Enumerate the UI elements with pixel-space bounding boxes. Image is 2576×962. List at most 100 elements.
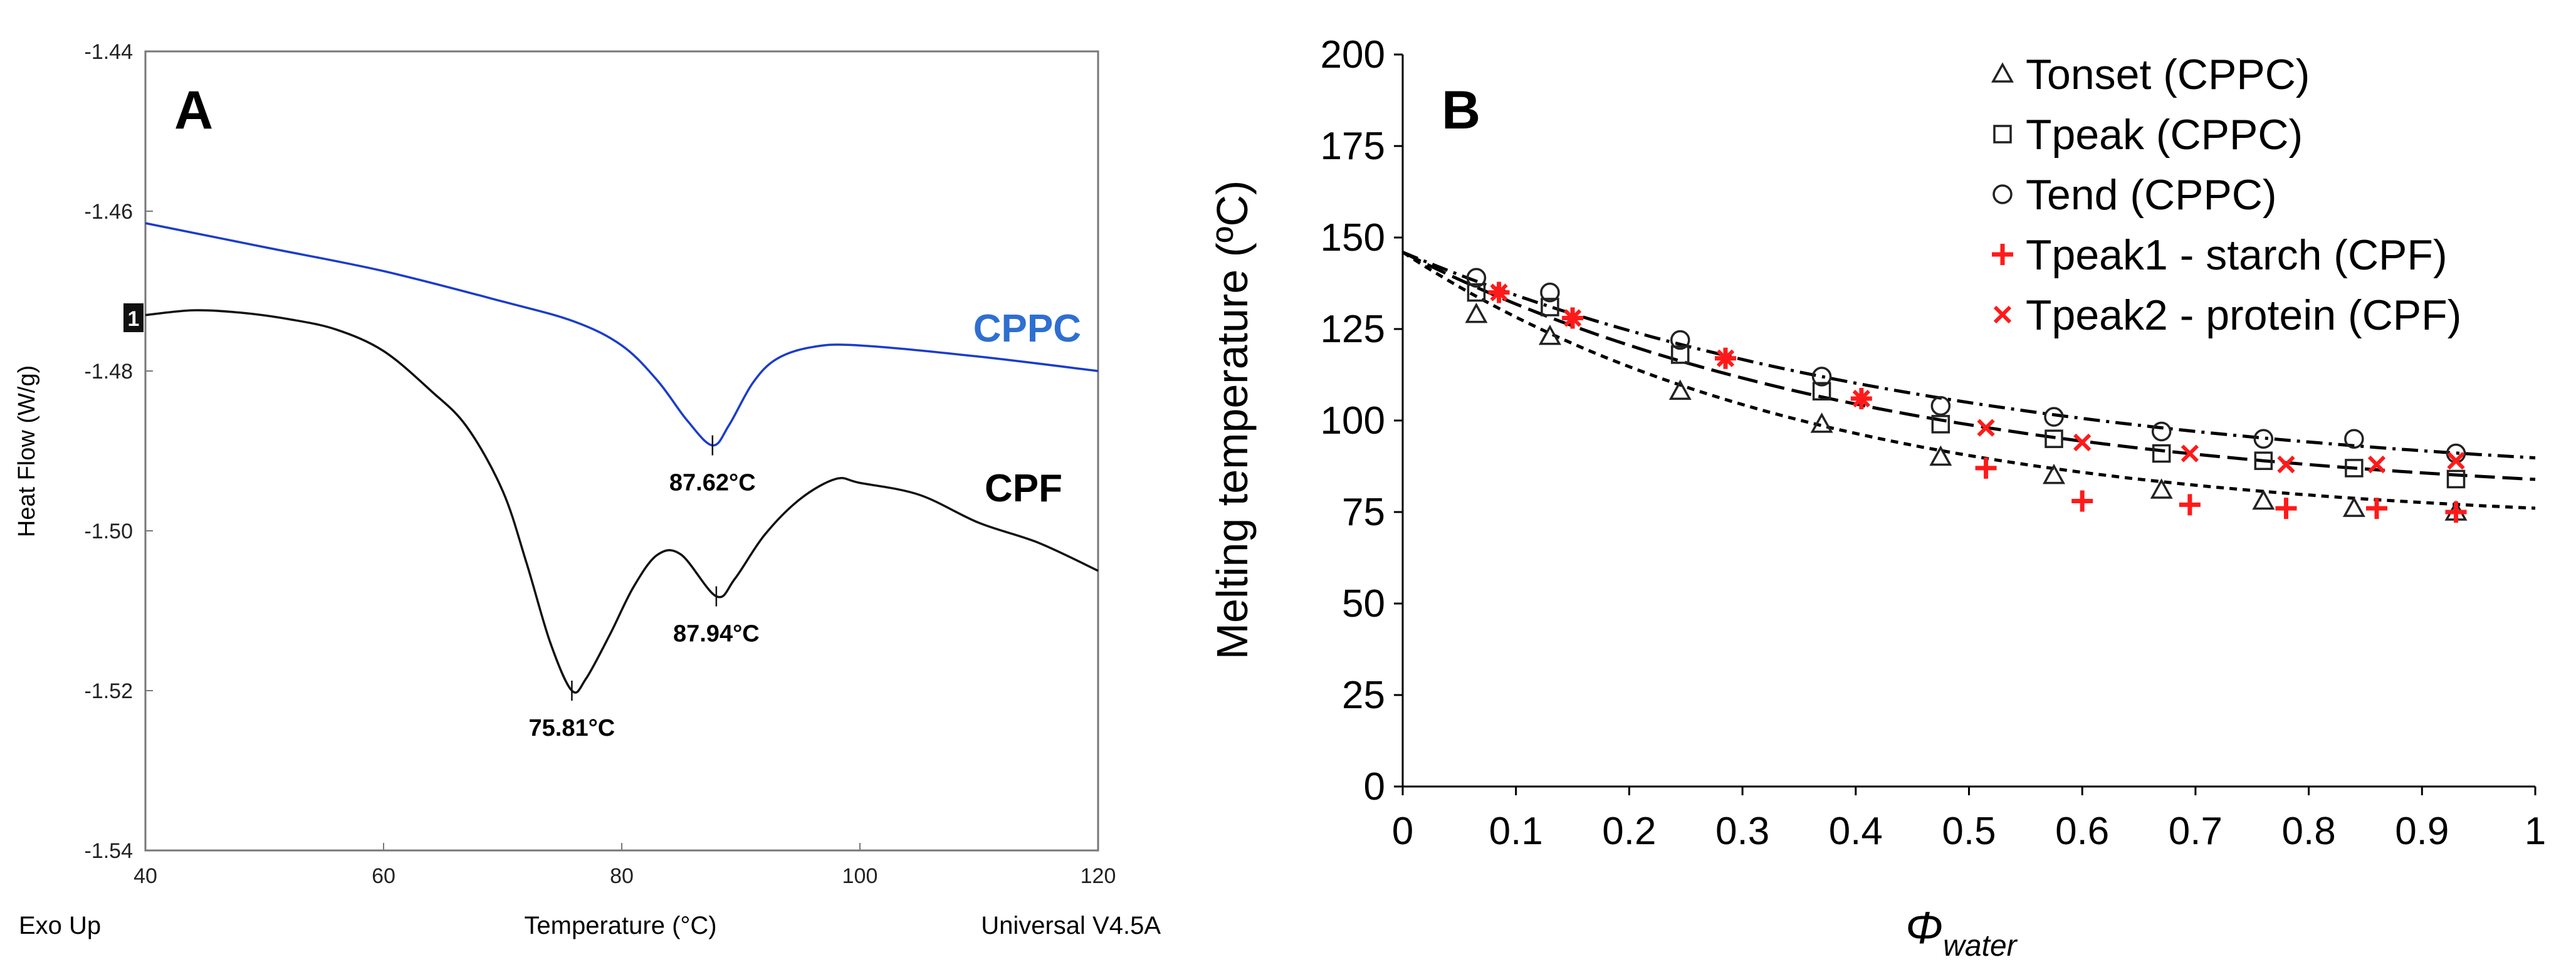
- data-point-square: [2446, 469, 2466, 489]
- legend-marker-x: [1993, 305, 2012, 324]
- fit-curve-dashdot: [1402, 251, 2536, 460]
- data-point-triangle: [2342, 496, 2365, 517]
- legend-marker-circle: [1992, 184, 2013, 204]
- peak-label: 87.62°C: [669, 470, 756, 496]
- y-axis-label-a: Heat Flow (W/g): [14, 365, 40, 537]
- data-point-circle: [2044, 407, 2064, 427]
- x-tick-label-a: 100: [842, 864, 878, 888]
- x-tick-label-a: 120: [1081, 864, 1116, 888]
- data-point-triangle: [1465, 303, 1488, 323]
- legend-marker-plus: [1992, 244, 2013, 265]
- data-point-square: [1931, 415, 1950, 434]
- data-point-circle: [2344, 429, 2364, 449]
- data-point-x: [2367, 455, 2386, 474]
- data-point-x: [1563, 309, 1582, 327]
- x-tick-label-a: 60: [372, 864, 395, 888]
- data-point-x: [2181, 444, 2199, 463]
- data-point-square: [2045, 429, 2063, 448]
- data-point-circle: [1670, 330, 1690, 350]
- y-tick-label-a: -1.52: [85, 679, 134, 703]
- series-label-cpf: CPF: [985, 467, 1062, 510]
- y-tick-label-b: 175: [1321, 125, 1385, 168]
- data-point-square: [1670, 345, 1690, 364]
- data-point-circle: [1540, 282, 1560, 303]
- legend-label: Tpeak1 - starch (CPF): [2026, 231, 2448, 279]
- footer-exo-up: Exo Up: [19, 912, 101, 939]
- x-tick-label-a: 40: [134, 864, 157, 888]
- data-point-circle: [2253, 429, 2274, 449]
- data-point-circle: [1466, 268, 1487, 288]
- data-point-square: [2152, 444, 2171, 463]
- data-point-triangle: [2150, 478, 2173, 499]
- x-tick-label-b: 0.3: [1715, 810, 1769, 853]
- y-axis-label-b: Melting temperature (ºC): [1208, 180, 1257, 660]
- y-tick-label-b: 25: [1342, 674, 1385, 717]
- x-tick-label-b: 0.6: [2055, 810, 2109, 853]
- x-axis-label-b-symbol: Φ: [1905, 903, 1943, 953]
- data-point-circle: [1930, 395, 1951, 416]
- data-point-square: [2254, 451, 2273, 470]
- y-tick-label-b: 150: [1321, 216, 1385, 259]
- data-point-circle: [1811, 367, 1832, 387]
- panel-b: 0 25 50 75 100 125 150 175 200 0 0.1 0.2 0.3 0.4 0.5 0…: [1208, 33, 2546, 962]
- data-point-plus: [2366, 498, 2388, 520]
- plot-a-frame: [144, 50, 1099, 852]
- x-axis-label-a: Temperature (°C): [524, 912, 716, 939]
- x-tick-label-b: 0.9: [2395, 810, 2449, 853]
- y-tick-label-b: 100: [1321, 399, 1385, 442]
- x-axis-label-b: Φwater: [1905, 903, 2018, 962]
- x-tick-label-b: 0.5: [1942, 810, 1996, 853]
- legend-label: Tpeak2 - protein (CPF): [2026, 291, 2461, 339]
- data-point-triangle: [1810, 412, 1833, 433]
- legend-marker-square: [1993, 125, 2012, 144]
- data-point-x: [1716, 349, 1735, 367]
- panel-a-title: A: [174, 80, 213, 140]
- data-point-plus: [2071, 490, 2093, 512]
- data-point-x: [1852, 389, 1870, 408]
- y-tick-label-a: -1.44: [85, 40, 134, 64]
- peak-label: 87.94°C: [673, 621, 760, 647]
- x-tick-label-b: 0.1: [1489, 810, 1543, 853]
- data-point-plus: [2445, 501, 2467, 523]
- data-point-square: [1541, 298, 1559, 316]
- data-point-triangle: [1668, 379, 1692, 400]
- data-point-triangle: [2252, 489, 2275, 510]
- marker-1-label: 1: [128, 307, 140, 331]
- data-point-square: [1467, 283, 1486, 302]
- footer-version: Universal V4.5A: [981, 912, 1161, 939]
- data-point-circle: [2151, 421, 2172, 442]
- x-tick-label-b: 0.4: [1829, 810, 1883, 853]
- x-tick-label-b: 0: [1392, 810, 1413, 853]
- data-point-square: [2345, 459, 2364, 478]
- x-tick-label-a: 80: [610, 864, 634, 888]
- data-point-plus: [1975, 457, 1997, 479]
- fit-curve-longdash: [1401, 251, 2536, 481]
- y-tick-label-b: 75: [1342, 491, 1385, 534]
- legend-label: Tonset (CPPC): [2026, 51, 2310, 98]
- panel-a: -1.44 -1.46 -1.48 -1.50 -1.52 -1.54 40 60 80 100…: [14, 40, 1161, 939]
- data-point-x: [2277, 455, 2295, 474]
- fit-curve-shortdash: [1401, 251, 2536, 510]
- peak-label: 75.81°C: [529, 715, 615, 741]
- data-point-x: [1977, 419, 1995, 437]
- data-point-x: [2447, 452, 2465, 470]
- legend-marker-triangle: [1991, 62, 2014, 83]
- data-point-square: [1812, 382, 1831, 401]
- data-point-triangle: [1929, 445, 1952, 466]
- y-tick-label-a: -1.54: [85, 839, 134, 863]
- x-tick-label-b: 1: [2525, 810, 2546, 853]
- x-tick-label-b: 0.2: [1602, 810, 1656, 853]
- panel-b-title: B: [1442, 80, 1480, 140]
- legend-label: Tpeak (CPPC): [2026, 111, 2303, 159]
- y-tick-label-b: 125: [1321, 308, 1385, 351]
- series-label-cppc: CPPC: [973, 307, 1081, 350]
- legend-label: Tend (CPPC): [2026, 171, 2277, 219]
- data-point-x: [2073, 433, 2092, 452]
- marker-1-badge: [123, 303, 144, 332]
- y-tick-label-b: 50: [1342, 582, 1385, 625]
- x-axis-label-b-subscript: water: [1943, 929, 2018, 962]
- data-point-plus: [2275, 498, 2297, 520]
- data-point-plus: [2179, 494, 2201, 516]
- data-point-triangle: [2043, 463, 2065, 484]
